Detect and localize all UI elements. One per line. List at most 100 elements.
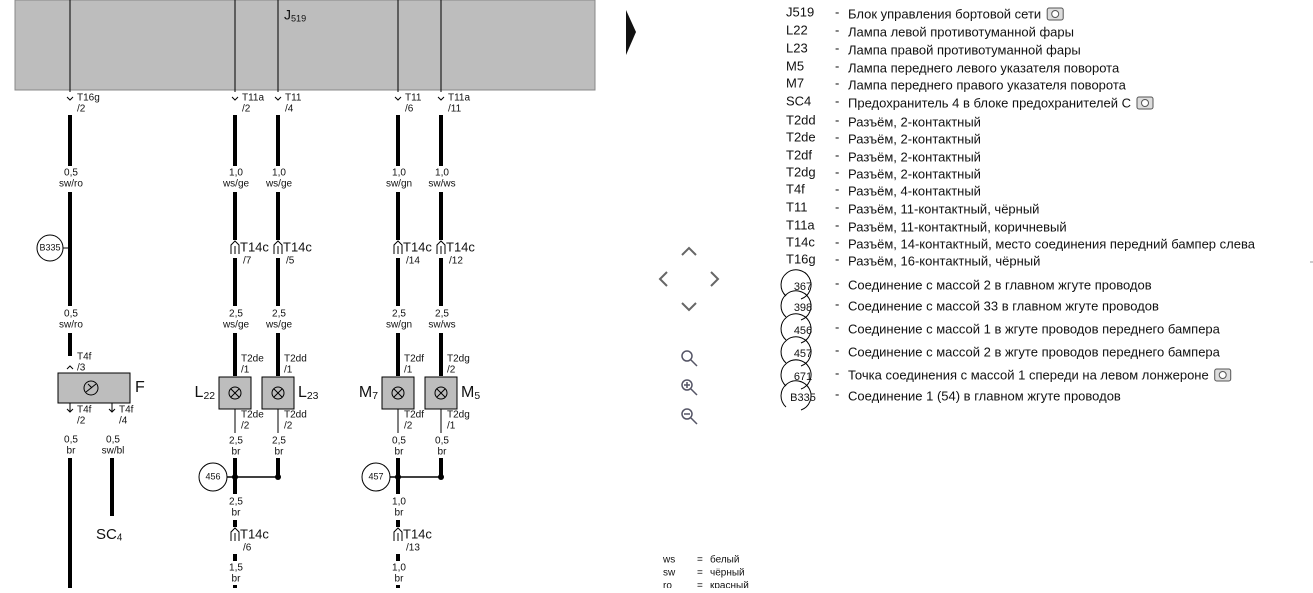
legend-separator: -: [835, 4, 839, 19]
lamp-symbol: [271, 386, 285, 400]
wire-gauge: 2,5: [229, 436, 243, 447]
legend-separator: -: [835, 386, 839, 401]
wire-gauge: sw/ws: [428, 320, 455, 331]
pan-down[interactable]: [681, 302, 697, 312]
wire-gauge: br: [395, 447, 405, 458]
ground-ring: [780, 290, 812, 321]
legend-code: 671: [794, 371, 812, 383]
connector-symbol: [230, 240, 240, 254]
connector-symbol: [436, 240, 446, 254]
legend-desc: Разъём, 4-контактный: [848, 183, 981, 198]
module-label-index: 519: [291, 13, 306, 23]
pan-controls[interactable]: [658, 246, 720, 312]
color-separator: =: [697, 568, 703, 579]
panel-toggle[interactable]: [626, 10, 636, 55]
legend-separator: -: [835, 199, 839, 214]
connector-label: T14c: [446, 239, 475, 254]
device-label: F: [135, 379, 145, 396]
color-name: красный: [710, 581, 749, 588]
wire-gauge: 0,5: [64, 435, 78, 446]
device-label: M: [359, 384, 372, 401]
legend-separator: -: [835, 164, 839, 179]
connector-pin: /13: [406, 543, 420, 554]
legend-desc: Лампа переднего правого указателя поворо…: [848, 77, 1127, 92]
pin-label: T4f: [77, 352, 92, 363]
legend-desc: Разъём, 2-контактный: [848, 131, 981, 146]
connector-pin: /7: [243, 256, 252, 267]
legend-desc: Предохранитель 4 в блоке предохранителей…: [848, 95, 1131, 110]
pin-arrow: [394, 96, 402, 101]
wire-gauge: br: [232, 508, 242, 519]
wire-gauge: 0,5: [392, 436, 406, 447]
legend-code: 457: [794, 348, 812, 360]
zoom-controls[interactable]: [681, 350, 698, 425]
pin-arrow: [231, 96, 239, 101]
legend-code: T4f: [786, 181, 805, 196]
legend-separator: -: [835, 234, 839, 249]
ground-ring: [780, 380, 812, 411]
ground-label: B335: [39, 242, 60, 252]
ground-ring: [780, 269, 812, 300]
wire-gauge: ws/ge: [222, 320, 250, 331]
pin-label: /1: [447, 421, 456, 432]
legend-desc: Соединение с массой 1 в жгуте проводов п…: [848, 321, 1221, 336]
connector-label: T14c: [240, 526, 269, 541]
wire-gauge: ws/ge: [265, 320, 293, 331]
lamp-symbol-mark: [393, 388, 403, 398]
pin-label: /2: [241, 421, 250, 432]
legend-code: T14c: [786, 234, 815, 249]
legend-desc: Разъём, 11-контактный, коричневый: [848, 219, 1067, 234]
legend-desc: Разъём, 11-контактный, чёрный: [848, 201, 1039, 216]
wire-gauge: br: [395, 574, 405, 585]
zoom-out[interactable]: [681, 408, 698, 425]
wire-gauge: br: [275, 447, 285, 458]
device-label-index: 5: [474, 391, 480, 402]
module-label: J: [284, 7, 291, 23]
legend-desc: Лампа левой противотуманной фары: [848, 24, 1074, 39]
wire-gauge: br: [67, 446, 77, 457]
legend-separator: -: [835, 296, 839, 311]
connector-label: T14c: [283, 239, 312, 254]
pin-arrow: [274, 96, 282, 101]
legend-code: T2dd: [786, 112, 816, 127]
pan-left[interactable]: [658, 271, 668, 287]
pin-label: /4: [119, 416, 128, 427]
wire-gauge: br: [232, 574, 242, 585]
legend-code: M5: [786, 58, 804, 73]
legend-desc: Соединение с массой 33 в главном жгуте п…: [848, 298, 1159, 313]
pan-right[interactable]: [710, 271, 720, 287]
wire-gauge: 1,0: [392, 497, 406, 508]
legend-desc: Разъём, 2-контактный: [848, 114, 981, 129]
connector-pin: /5: [286, 256, 295, 267]
legend-desc: Лампа правой противотуманной фары: [848, 42, 1081, 57]
wire-gauge: 0,5: [106, 435, 120, 446]
zoom-fit[interactable]: [681, 350, 698, 367]
pin-label: T2dd: [284, 354, 307, 365]
pan-up[interactable]: [681, 246, 697, 256]
color-separator: =: [697, 581, 703, 588]
pin-label: T11a: [242, 93, 264, 104]
legend-desc: Соединение 1 (54) в главном жгуте провод…: [848, 388, 1121, 403]
legend-code: T16g: [786, 251, 816, 266]
wire-gauge: sw/bl: [102, 446, 125, 457]
wire-gauge: sw/ws: [428, 179, 455, 190]
legend-code: 398: [794, 302, 812, 314]
pin-label: /1: [241, 365, 250, 376]
legend-desc: Точка соединения с массой 1 спереди на л…: [848, 367, 1209, 382]
legend-code: 367: [794, 281, 812, 293]
legend-separator: -: [835, 365, 839, 380]
legend-separator: -: [835, 319, 839, 334]
connector-symbol: [230, 527, 240, 541]
pin-label: T2dd: [284, 410, 307, 421]
wire-gauge: br: [438, 447, 448, 458]
wire-gauge: 2,5: [229, 309, 243, 320]
pin-label: T11a: [448, 93, 470, 104]
lamp-symbol: [391, 386, 405, 400]
pin-label: /1: [284, 365, 293, 376]
wire-gauge: 1,0: [435, 168, 449, 179]
pin-label: /1: [404, 365, 413, 376]
zoom-in[interactable]: [681, 379, 698, 396]
module-box: [14, 0, 596, 91]
wire-gauge: 2,5: [435, 309, 449, 320]
pin-label: /2: [77, 104, 86, 115]
